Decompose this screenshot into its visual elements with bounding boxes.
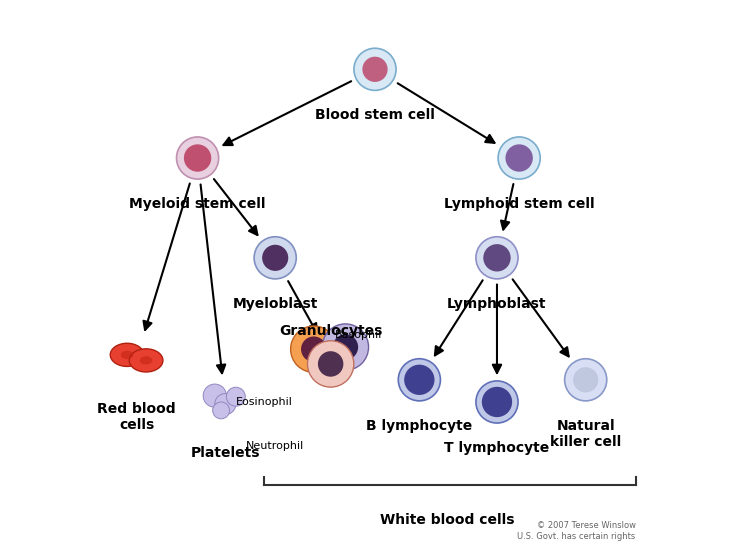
Ellipse shape [110, 343, 144, 366]
Circle shape [398, 359, 440, 401]
Text: Basophil: Basophil [334, 330, 382, 340]
Text: Eosinophil: Eosinophil [236, 397, 292, 407]
Circle shape [573, 367, 598, 393]
Circle shape [318, 351, 344, 377]
Text: Natural
killer cell: Natural killer cell [550, 419, 621, 449]
Circle shape [226, 387, 245, 406]
Circle shape [322, 324, 368, 370]
Circle shape [254, 237, 296, 279]
Text: T lymphocyte: T lymphocyte [444, 441, 550, 455]
Text: Lymphoblast: Lymphoblast [447, 297, 547, 311]
Text: Blood stem cell: Blood stem cell [315, 108, 435, 122]
Text: Neutrophil: Neutrophil [246, 441, 304, 451]
Text: Platelets: Platelets [190, 446, 260, 460]
Circle shape [482, 387, 512, 417]
Text: Myeloblast: Myeloblast [232, 297, 318, 311]
Circle shape [565, 359, 607, 401]
Circle shape [213, 402, 230, 419]
Text: B lymphocyte: B lymphocyte [366, 419, 472, 433]
Circle shape [476, 381, 518, 423]
Circle shape [214, 394, 236, 414]
Circle shape [354, 48, 396, 90]
Circle shape [476, 237, 518, 279]
Text: White blood cells: White blood cells [380, 513, 514, 527]
Text: © 2007 Terese Winslow
U.S. Govt. has certain rights: © 2007 Terese Winslow U.S. Govt. has cer… [518, 521, 635, 540]
Circle shape [176, 137, 219, 179]
Circle shape [262, 245, 288, 271]
Text: Red blood
cells: Red blood cells [98, 402, 176, 432]
Circle shape [506, 144, 532, 172]
Circle shape [404, 365, 434, 395]
Text: Granulocytes: Granulocytes [279, 324, 382, 338]
Circle shape [184, 144, 211, 172]
Text: Lymphoid stem cell: Lymphoid stem cell [444, 197, 595, 211]
Circle shape [362, 57, 388, 82]
Circle shape [483, 244, 511, 272]
Ellipse shape [129, 349, 163, 372]
Circle shape [308, 341, 354, 387]
Ellipse shape [140, 356, 152, 365]
Circle shape [333, 334, 358, 360]
Circle shape [290, 326, 337, 372]
Text: Myeloid stem cell: Myeloid stem cell [129, 197, 266, 211]
Ellipse shape [121, 351, 134, 359]
Circle shape [203, 384, 226, 407]
Circle shape [301, 337, 326, 362]
Circle shape [498, 137, 540, 179]
